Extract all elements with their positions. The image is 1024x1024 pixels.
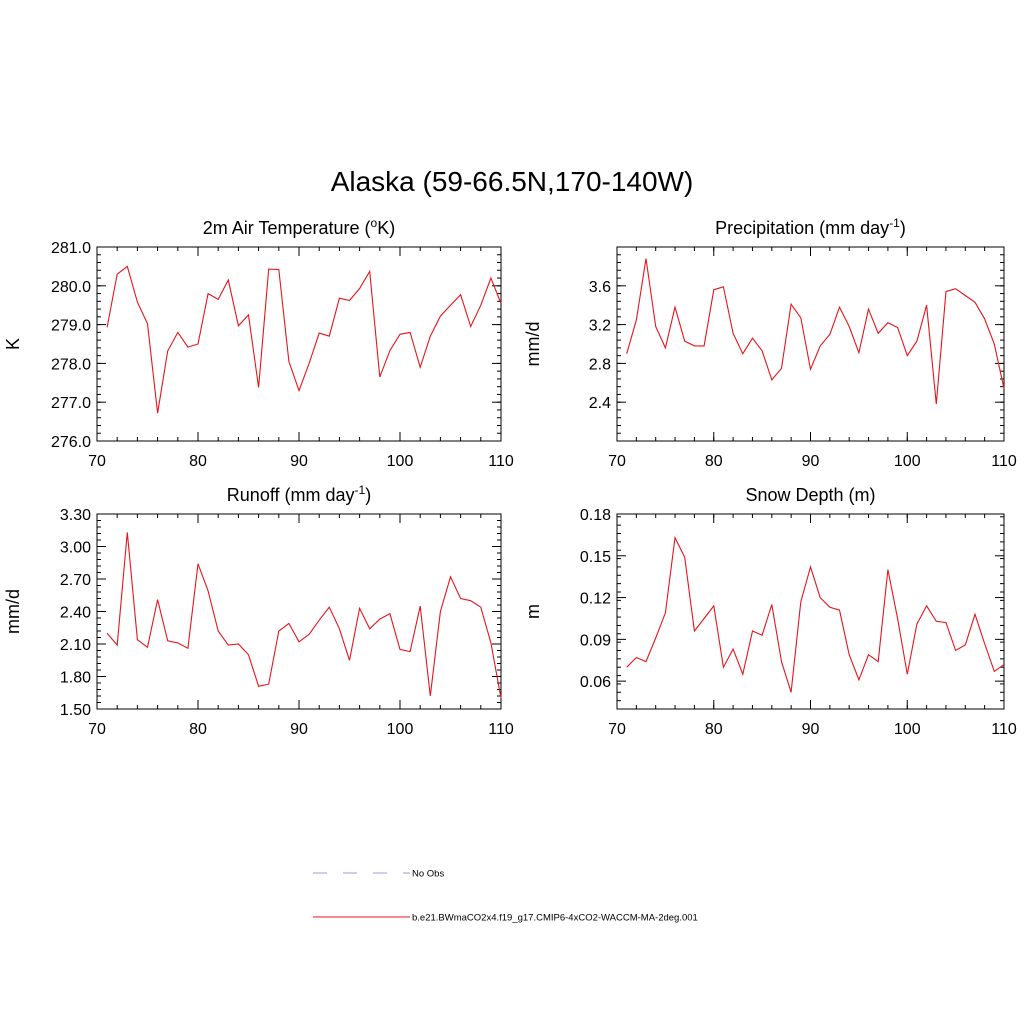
y-tick-label: 2.8 [589,356,611,373]
x-tick-label: 100 [894,721,921,738]
y-tick-label: 0.12 [580,591,611,608]
panel-title: Precipitation (mm day-1) [715,216,906,238]
x-tick-label: 110 [991,721,1017,738]
x-tick-label: 90 [290,453,308,470]
x-tick-label: 110 [991,453,1017,470]
x-tick-label: 70 [608,453,626,470]
series-line-temperature [106,265,502,414]
panel-precipitation: 2.4 2.8 3.2 3.6 70 80 90 100 110 mm/d Precipitatio… [523,216,1017,470]
y-axis-label: K [3,338,23,350]
y-tick-label: 1.50 [60,702,91,719]
x-tick-label: 80 [189,721,207,738]
legend-model-label: b.e21.BWmaCO2x4.f19_g17.CMIP6-4xCO2-WACC… [412,913,698,924]
x-tick-label: 80 [189,453,207,470]
x-tick-label: 90 [802,721,820,738]
x-tick-label: 110 [488,721,514,738]
y-tick-label: 0.18 [580,507,611,524]
y-tick-label: 1.80 [60,670,91,687]
y-tick-label: 3.2 [589,318,611,335]
panel-temperature: 276.0 277.0 278.0 279.0 280.0 281.0 70 80 90 100 1… [3,216,514,470]
y-axis-label: m [523,604,543,619]
y-tick-label: 0.09 [580,632,611,649]
x-tick-label: 70 [88,721,106,738]
panel-runoff: 1.50 1.80 2.10 2.40 2.70 3.00 3.30 70 80 90 100 110… [3,483,514,738]
legend-obs-label: No Obs [412,869,444,880]
y-axis-label: mm/d [3,589,23,634]
x-tick-label: 110 [488,453,514,470]
y-tick-label: 3.6 [589,279,611,296]
panel-snow-depth: 0.06 0.09 0.12 0.15 0.18 70 80 90 100 110 m Snow De… [523,485,1017,738]
y-tick-label: 2.40 [60,605,91,622]
series-line-runoff [106,532,502,699]
y-tick-label: 281.0 [51,240,91,257]
y-tick-label: 3.00 [60,540,91,557]
y-tick-label: 279.0 [51,318,91,335]
y-tick-label: 3.30 [60,507,91,524]
y-tick-label: 277.0 [51,395,91,412]
legend: No Obs b.e21.BWmaCO2x4.f19_g17.CMIP6-4xC… [313,869,698,924]
y-tick-label: 0.06 [580,674,611,691]
series-line-precipitation [626,258,1005,405]
x-tick-label: 100 [387,721,414,738]
x-tick-label: 90 [290,721,308,738]
x-tick-label: 90 [802,453,820,470]
y-tick-label: 278.0 [51,356,91,373]
panel-title: Runoff (mm day-1) [227,483,371,505]
x-tick-label: 100 [894,453,921,470]
y-tick-label: 280.0 [51,279,91,296]
page-title: Alaska (59-66.5N,170-140W) [330,166,694,197]
y-tick-label: 2.70 [60,572,91,589]
series-line-snow-depth [626,535,1005,693]
y-tick-label: 2.10 [60,637,91,654]
y-tick-label: 276.0 [51,434,91,451]
x-tick-label: 80 [705,453,723,470]
panel-title: Snow Depth (m) [745,485,875,505]
x-tick-label: 70 [608,721,626,738]
y-axis-label: mm/d [523,322,543,367]
plot-frame [616,246,1005,442]
x-tick-label: 100 [387,453,414,470]
panel-title: 2m Air Temperature (oK) [203,216,395,238]
x-tick-label: 80 [705,721,723,738]
x-tick-label: 70 [88,453,106,470]
y-tick-label: 0.15 [580,549,611,566]
y-tick-label: 2.4 [589,395,611,412]
plot-frame [616,513,1005,710]
